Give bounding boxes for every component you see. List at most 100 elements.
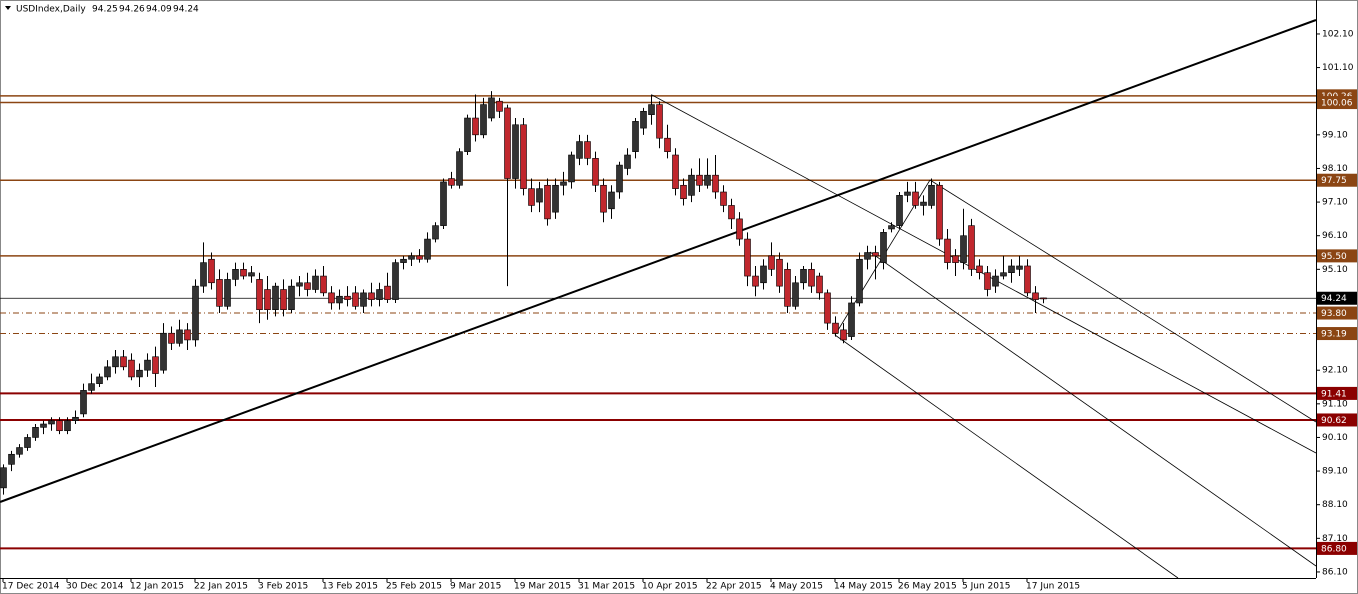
level-label: 93.80 (1321, 309, 1347, 319)
candle-body (720, 191, 727, 206)
candle-body (752, 275, 759, 287)
candle-body (72, 416, 79, 421)
y-tick-label: 88.10 (1322, 500, 1348, 510)
candle-body (144, 359, 151, 371)
candle-body (456, 151, 463, 186)
candle-body (512, 124, 519, 179)
y-tick-label: 98.10 (1322, 164, 1348, 174)
candle-body (48, 420, 55, 425)
candle-body (496, 100, 503, 112)
candle-body (272, 285, 279, 310)
y-tick-label: 99.10 (1322, 130, 1348, 140)
y-tick-label: 97.10 (1322, 198, 1348, 208)
candle-body (1000, 272, 1007, 277)
candle-body (808, 269, 815, 287)
pitchfork-line (834, 334, 1179, 579)
candle-body (224, 279, 231, 307)
candle-body (312, 275, 319, 290)
y-tick-label: 96.10 (1322, 231, 1348, 241)
candle-body (560, 181, 567, 186)
candle-body (912, 191, 919, 206)
y-tick-label: 95.10 (1322, 265, 1348, 275)
candle-body (208, 258, 215, 284)
candle-body (344, 295, 351, 300)
candle-body (616, 164, 623, 193)
x-tick-label: 25 Feb 2015 (386, 582, 442, 592)
candle-body (104, 366, 111, 378)
current-price-label: 94.24 (1321, 294, 1347, 304)
candle-body (600, 184, 607, 213)
level-label-box (1317, 413, 1357, 427)
candle-body (376, 289, 383, 300)
y-tick-label: 89.10 (1322, 467, 1348, 477)
trend-lines (0, 19, 1317, 579)
candle-body (864, 252, 871, 260)
candle-body (296, 282, 303, 287)
menu-triangle (5, 6, 11, 10)
x-tick-label: 22 Jan 2015 (194, 582, 248, 592)
levels (0, 95, 1316, 550)
candle-body (968, 225, 975, 270)
level-label: 90.62 (1321, 416, 1347, 426)
candle-body (984, 272, 991, 290)
x-tick-label: 17 Jun 2015 (1026, 582, 1080, 592)
candle-body (624, 154, 631, 169)
ohlc-low: 94.09 (146, 5, 172, 15)
y-tick-label: 86.10 (1322, 567, 1348, 577)
candle-body (432, 225, 439, 240)
candle-body (744, 238, 751, 277)
level-label-box (1317, 541, 1357, 555)
x-tick-label: 13 Feb 2015 (322, 582, 378, 592)
candle-body (0, 467, 7, 489)
candle-body (1032, 292, 1039, 300)
x-tick-label: 14 May 2015 (834, 582, 893, 592)
candle-body (216, 279, 223, 307)
candle-body (936, 184, 943, 240)
level-label-box (1317, 386, 1357, 400)
candle-body (1016, 265, 1023, 270)
candle-body (536, 188, 543, 203)
candle-body (520, 124, 527, 189)
candle-body (160, 332, 167, 371)
candle-body (392, 262, 399, 300)
candle-body (240, 269, 247, 277)
pitchfork-line (929, 179, 1317, 423)
level-label: 93.19 (1321, 330, 1347, 340)
candle-body (992, 275, 999, 287)
candle-body (192, 285, 199, 341)
candle-body (832, 322, 839, 334)
candle-body (632, 121, 639, 152)
candle-body (320, 275, 327, 294)
level-label: 97.75 (1321, 176, 1347, 186)
candle-body (280, 289, 287, 310)
candle-body (424, 238, 431, 260)
candle-body (64, 420, 71, 432)
x-tick-label: 17 Dec 2014 (2, 582, 60, 592)
candle-body (168, 332, 175, 344)
candle-body (656, 104, 663, 139)
candle-body (672, 154, 679, 189)
candle-body (544, 184, 551, 220)
candle-body (664, 137, 671, 152)
y-tick-label: 101.10 (1322, 63, 1354, 73)
candle-body (568, 154, 575, 183)
level-label-box (1317, 306, 1357, 320)
candle-body (80, 390, 87, 415)
candle-body (1040, 297, 1047, 300)
candle-body (880, 232, 887, 263)
x-tick-label: 19 Mar 2015 (514, 582, 571, 592)
level-label: 91.41 (1321, 389, 1347, 399)
ohlc-close: 94.24 (173, 5, 199, 15)
candle-body (480, 104, 487, 136)
candle-body (688, 174, 695, 196)
candle-body (336, 295, 343, 304)
x-tick-label: 30 Dec 2014 (66, 582, 124, 592)
candles (0, 91, 1047, 495)
candle-body (640, 110, 647, 129)
candle-body (488, 97, 495, 119)
candle-body (200, 262, 207, 287)
candle-body (552, 184, 559, 213)
axes: 86.10 87.10 88.10 89.10 90.10 91.10 92.10 95.10… (2, 29, 1357, 592)
